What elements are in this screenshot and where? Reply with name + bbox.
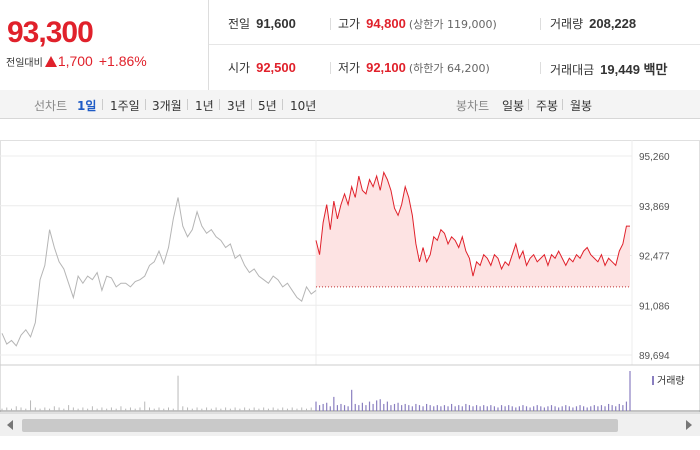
stat-value: 92,500	[256, 60, 296, 75]
stat-sub: (하한가 64,200)	[408, 62, 490, 75]
y-tick-label: 95,260	[639, 152, 670, 163]
y-tick-label: 89,694	[639, 351, 670, 362]
divider	[330, 62, 331, 74]
y-tick-label: 91,086	[639, 301, 670, 312]
stat-value: 208,228	[589, 16, 637, 31]
tab-period-1w[interactable]: 1주일	[110, 99, 140, 113]
chart-tabs: 선차트 1일 1주일 3개월 1년 3년 5년 10년 봉차트 일봉 주봉 월봉	[0, 90, 700, 119]
volume-legend: 거래량	[652, 372, 685, 387]
divider	[528, 99, 529, 110]
stat-volume: 거래량 208,228	[550, 15, 636, 32]
scroll-left-arrow-icon[interactable]	[7, 420, 13, 430]
price-chart[interactable]: 95,260 93,869 92,477 91,086 89,694	[0, 140, 700, 413]
divider	[209, 44, 700, 45]
quote-header: 93,300 전일대비 1,700 +1.86% 전일 91,600 고가 94,800…	[0, 0, 700, 91]
divider	[330, 18, 331, 30]
divider	[282, 99, 283, 110]
tab-candle-weekly[interactable]: 주봉	[536, 99, 559, 113]
stat-open: 시가 92,500	[228, 59, 296, 76]
stat-label: 거래량	[550, 17, 584, 31]
y-tick-label: 92,477	[639, 252, 670, 263]
stat-amount: 거래대금 19,449 백만	[550, 59, 667, 78]
stat-label: 고가	[338, 17, 361, 31]
tab-period-10y[interactable]: 10년	[290, 99, 317, 113]
price-summary: 93,300 전일대비 1,700 +1.86%	[0, 0, 209, 90]
tab-period-1y[interactable]: 1년	[195, 99, 214, 113]
scroll-right-arrow-icon[interactable]	[686, 420, 692, 430]
candle-chart-label: 봉차트	[456, 99, 490, 113]
change-percent: +1.86%	[98, 53, 147, 69]
stat-label: 거래대금	[550, 63, 595, 77]
tab-period-5y[interactable]: 5년	[258, 99, 277, 113]
tab-period-1d[interactable]: 1일	[77, 99, 97, 113]
divider	[562, 99, 563, 110]
tab-period-3y[interactable]: 3년	[227, 99, 246, 113]
stat-high: 고가 94,800 (상한가 119,000)	[338, 15, 497, 32]
volume-legend-label: 거래량	[657, 376, 685, 387]
change-value: 1,700	[57, 53, 93, 69]
stat-value: 19,449 백만	[600, 62, 668, 77]
volume-swatch-icon	[652, 376, 654, 385]
stat-value: 91,600	[256, 16, 296, 31]
today-price-area	[316, 172, 630, 287]
stat-prev-close: 전일 91,600	[228, 15, 296, 32]
stat-label: 저가	[338, 61, 361, 75]
current-price: 93,300	[7, 16, 94, 49]
y-tick-label: 93,869	[639, 202, 670, 213]
change-row: 전일대비 1,700 +1.86%	[6, 53, 147, 69]
divider	[145, 99, 146, 110]
tab-candle-monthly[interactable]: 월봉	[570, 99, 593, 113]
stat-value: 94,800	[366, 16, 406, 31]
tab-period-3m[interactable]: 3개월	[152, 99, 182, 113]
divider	[251, 99, 252, 110]
today-price-line	[315, 170, 630, 277]
stat-value: 92,100	[366, 60, 406, 75]
scrollbar-thumb[interactable]	[22, 419, 618, 432]
divider	[187, 99, 188, 110]
stat-low: 저가 92,100 (하한가 64,200)	[338, 59, 490, 76]
divider	[219, 99, 220, 110]
prev-day-price-line	[1, 197, 317, 347]
chart-scrollbar[interactable]	[0, 413, 700, 436]
stat-label: 전일	[228, 17, 251, 31]
stat-sub: (상한가 119,000)	[408, 18, 497, 31]
divider	[540, 18, 541, 30]
stat-label: 시가	[228, 61, 251, 75]
divider	[102, 99, 103, 110]
change-label: 전일대비	[6, 58, 43, 69]
line-chart-label: 선차트	[34, 99, 68, 113]
divider	[540, 62, 541, 74]
up-triangle-icon	[44, 56, 57, 67]
tab-candle-daily[interactable]: 일봉	[502, 99, 525, 113]
